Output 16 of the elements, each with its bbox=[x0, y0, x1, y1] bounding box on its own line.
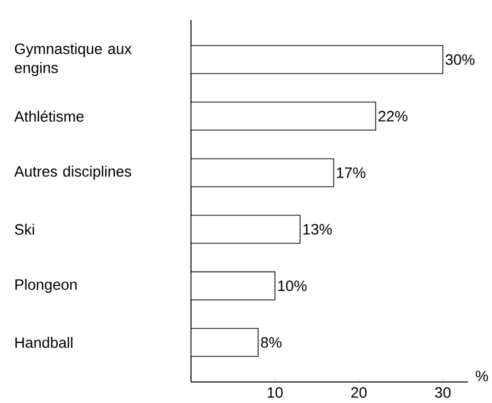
y-tick-label: Athlétisme bbox=[14, 110, 84, 122]
x-axis-title: % bbox=[476, 370, 488, 382]
data-label: 8% bbox=[261, 337, 282, 348]
data-label: 13% bbox=[303, 224, 332, 235]
y-tick-label: Handball bbox=[15, 336, 72, 348]
x-tick-label: 20 bbox=[351, 387, 367, 398]
x-tick-label: 30 bbox=[435, 387, 451, 398]
data-label: 10% bbox=[278, 280, 307, 292]
data-label: 22% bbox=[378, 110, 408, 122]
data-label: 17% bbox=[337, 167, 366, 178]
x-tick-label: 10 bbox=[268, 387, 283, 398]
data-label: 30% bbox=[446, 54, 474, 65]
y-tick-label: Plongeon bbox=[15, 278, 77, 293]
y-tick-label: Gymnastique aux engins bbox=[14, 43, 132, 76]
y-tick-label: Autres disciplines bbox=[14, 166, 132, 180]
y-tick-label: Ski bbox=[14, 224, 34, 235]
